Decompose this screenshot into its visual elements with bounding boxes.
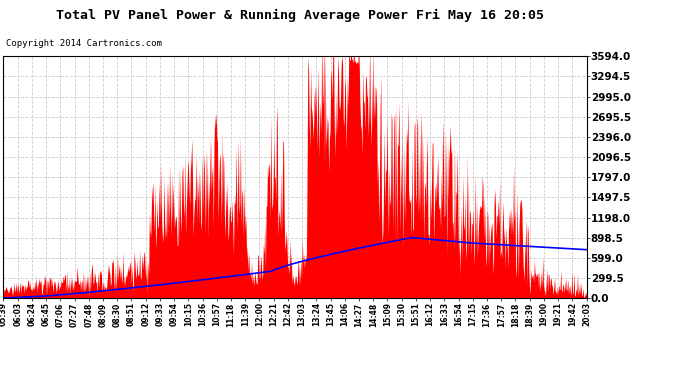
Text: Total PV Panel Power & Running Average Power Fri May 16 20:05: Total PV Panel Power & Running Average P… (56, 9, 544, 22)
Text: Copyright 2014 Cartronics.com: Copyright 2014 Cartronics.com (6, 39, 161, 48)
Text: PV Panels  (DC Watts): PV Panels (DC Watts) (480, 32, 593, 41)
Text: Average  (DC Watts): Average (DC Watts) (378, 32, 481, 41)
